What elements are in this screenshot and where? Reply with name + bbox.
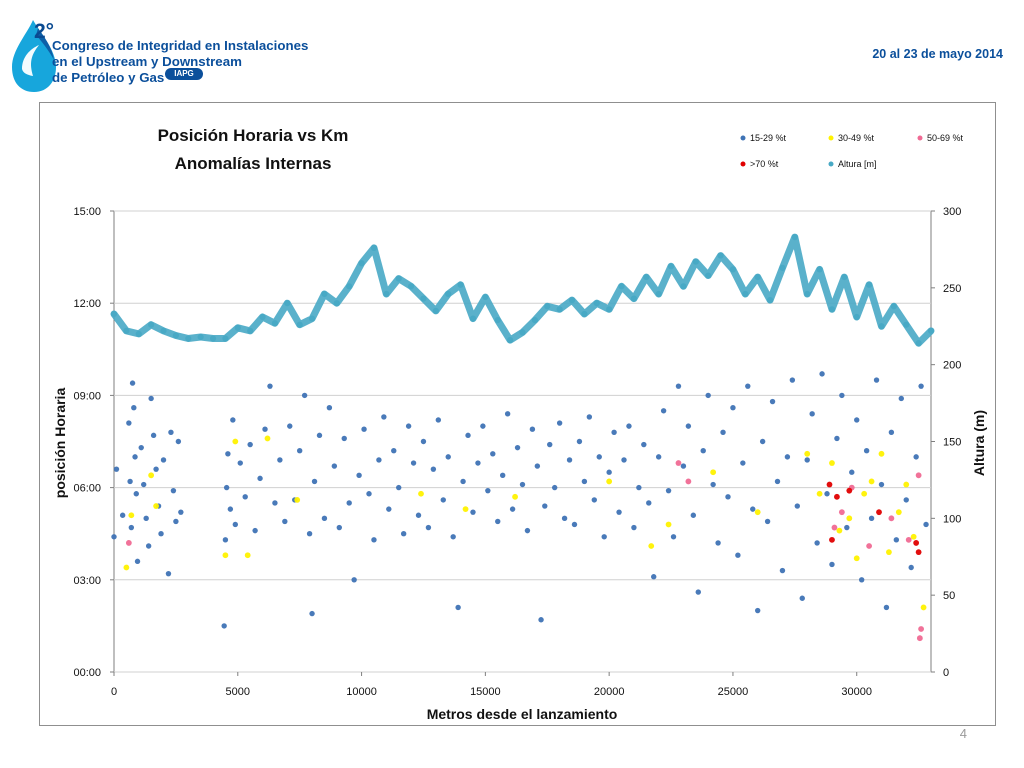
chart-frame — [39, 102, 996, 726]
slide-header: 2° Congreso de Integridad en Instalacion… — [0, 0, 1024, 96]
congress-number: 2° — [34, 20, 55, 43]
page-number: 4 — [959, 726, 967, 741]
congress-title-line: de Petróleo y Gas — [52, 69, 165, 85]
congress-title-line: Congreso de Integridad en Instalaciones — [52, 38, 309, 53]
congress-title-line: en el Upstream y Downstream — [52, 53, 242, 69]
event-date: 20 al 23 de mayo 2014 — [872, 47, 1003, 61]
water-drop-logo-icon — [12, 20, 56, 92]
congress-title: Congreso de Integridad en Instalaciones … — [52, 38, 312, 85]
iapg-badge: IAPG — [165, 68, 203, 80]
